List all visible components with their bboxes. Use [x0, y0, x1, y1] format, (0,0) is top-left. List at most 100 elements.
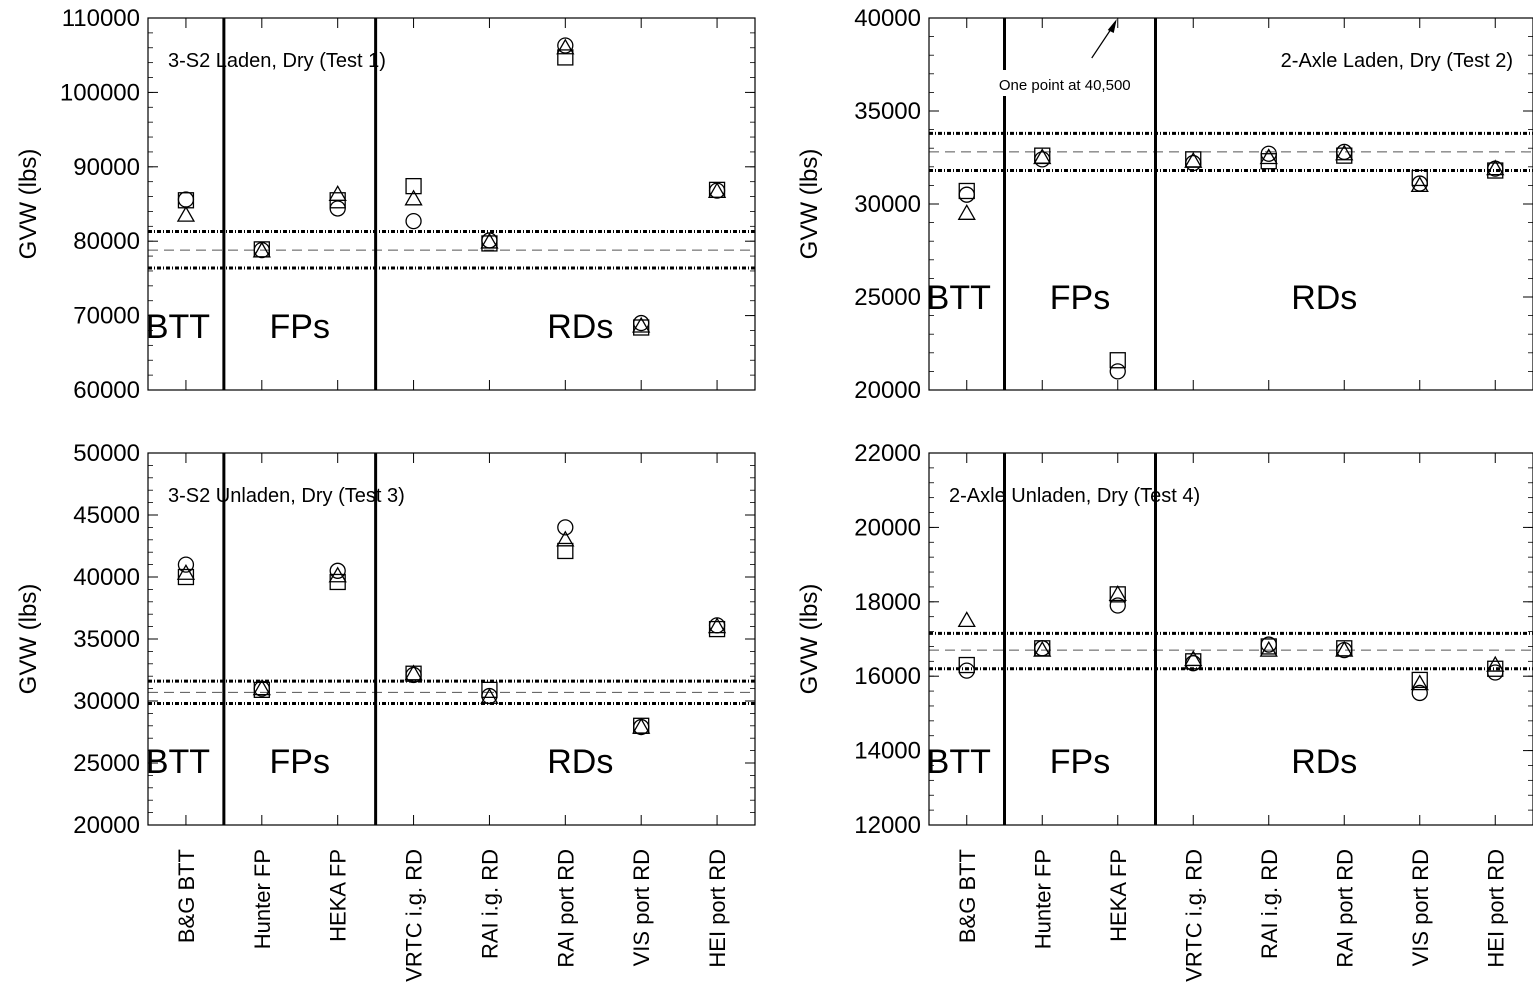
- y-tick-label: 80000: [73, 228, 140, 255]
- plot-frame: [928, 452, 1533, 826]
- data-point-square: [1185, 653, 1202, 670]
- y-tick-label: 110000: [62, 5, 140, 32]
- data-point-triangle: [556, 530, 575, 547]
- group-label-rds: RDs: [547, 308, 613, 346]
- group-label-btt: BTT: [146, 308, 210, 346]
- x-tick-label: Hunter FP: [1030, 849, 1055, 949]
- data-point-triangle: [328, 566, 347, 583]
- chart-panel-4: 12000 14000 16000 18000 20000 22000 BTT FPs RDs 2…: [796, 440, 1533, 982]
- plot-frame: [147, 17, 756, 391]
- data-point-triangle: [1033, 148, 1052, 165]
- data-point-triangle: [176, 205, 196, 222]
- data-point-triangle: [1033, 640, 1052, 657]
- data-point-square: [177, 568, 195, 586]
- x-tick-label: B&G BTT: [955, 849, 980, 943]
- chart-title: 2-Axle Unladen, Dry (Test 4): [949, 485, 1200, 507]
- y-tick-label: 45000: [73, 502, 140, 529]
- data-point-square: [1260, 638, 1277, 655]
- y-tick-label: 70000: [73, 303, 140, 330]
- data-point-circle: [405, 212, 422, 230]
- y-axis-label: GVW (lbs): [15, 584, 42, 695]
- data-point-square: [958, 656, 975, 674]
- y-tick-label: 12000: [854, 812, 921, 839]
- data-point-circle: [958, 186, 975, 203]
- data-point-triangle: [404, 189, 423, 206]
- chart-title: 3-S2 Laden, Dry (Test 1): [168, 50, 386, 72]
- data-point-circle: [1109, 597, 1126, 614]
- data-point-circle: [329, 562, 346, 579]
- x-tick-label: VIS port RD: [629, 849, 654, 966]
- chart-panel-2: 20000 25000 30000 35000 40000 BTT FPs RDs 2-Axle…: [796, 5, 1533, 404]
- data-point-triangle: [707, 182, 727, 199]
- x-tick-label: VRTC i.g. RD: [1181, 849, 1206, 982]
- y-tick-label: 35000: [73, 626, 140, 653]
- y-tick-label: 14000: [854, 738, 921, 765]
- data-point-triangle: [1108, 585, 1127, 602]
- x-tick-label: VIS port RD: [1408, 849, 1433, 966]
- data-point-triangle: [957, 611, 976, 628]
- chart-title: 2-Axle Laden, Dry (Test 2): [1281, 50, 1513, 72]
- plot-frame: [147, 452, 756, 826]
- y-tick-label: 18000: [854, 589, 921, 616]
- data-point-triangle: [556, 38, 575, 55]
- data-point-triangle: [1184, 151, 1203, 168]
- chart-panel-3: 20000 25000 30000 35000 40000 45000 50000 BTT FP…: [15, 440, 756, 982]
- data-point-triangle: [480, 232, 499, 249]
- y-tick-label: 50000: [73, 440, 140, 467]
- data-point-circle: [1109, 363, 1126, 380]
- group-label-rds: RDs: [547, 743, 613, 781]
- y-tick-label: 20000: [854, 514, 921, 541]
- x-tick-label: VRTC i.g. RD: [402, 849, 427, 982]
- annotation-text: One point at 40,500: [999, 77, 1131, 94]
- annotation-box: [980, 70, 1149, 96]
- group-label-btt: BTT: [146, 743, 210, 781]
- x-tick-label: RAI i.g. RD: [477, 849, 502, 959]
- y-tick-label: 40000: [73, 564, 140, 591]
- group-label-fps: FPs: [270, 743, 330, 781]
- data-point-circle: [557, 519, 574, 536]
- data-point-triangle: [252, 679, 271, 696]
- x-tick-label: RAI port RD: [553, 849, 578, 968]
- chart-panel-1: 60000 70000 80000 90000 100000 110000 BTT FPs RD…: [15, 5, 756, 404]
- data-point-triangle: [404, 664, 423, 681]
- group-label-fps: FPs: [270, 308, 330, 346]
- x-tick-label: HEI port RD: [705, 849, 730, 968]
- data-point-square: [557, 49, 574, 66]
- y-tick-label: 20000: [73, 812, 140, 839]
- y-axis-label: GVW (lbs): [796, 584, 823, 695]
- data-point-square: [481, 681, 498, 698]
- data-point-triangle: [1259, 640, 1278, 657]
- data-point-square: [1411, 671, 1428, 689]
- x-tick-label: B&G BTT: [174, 849, 199, 943]
- data-point-square: [253, 681, 270, 698]
- y-axis-label: GVW (lbs): [15, 149, 42, 260]
- data-point-circle: [708, 182, 726, 199]
- y-tick-label: 60000: [73, 377, 140, 404]
- data-point-triangle: [1184, 650, 1203, 667]
- data-point-triangle: [1259, 148, 1278, 165]
- data-point-square: [633, 319, 650, 336]
- data-point-square: [633, 717, 650, 734]
- y-axis-label: GVW (lbs): [796, 149, 823, 260]
- chart-title: 3-S2 Unladen, Dry (Test 3): [168, 485, 405, 507]
- data-point-triangle: [480, 687, 499, 704]
- data-point-circle: [557, 37, 574, 54]
- y-tick-label: 30000: [73, 688, 140, 715]
- data-point-triangle: [1335, 144, 1354, 161]
- data-point-triangle: [1410, 674, 1429, 691]
- annotation-arrowhead: [1107, 19, 1117, 33]
- data-point-square: [557, 542, 574, 560]
- y-tick-label: 40000: [854, 5, 921, 32]
- x-tick-label: Hunter FP: [250, 849, 275, 949]
- data-point-triangle: [632, 717, 651, 734]
- y-tick-label: 90000: [73, 154, 140, 181]
- x-tick-label: HEKA FP: [1106, 849, 1131, 942]
- data-point-triangle: [1486, 159, 1505, 176]
- data-point-square: [708, 620, 726, 638]
- data-point-triangle: [632, 316, 651, 333]
- data-point-square: [405, 177, 422, 195]
- x-tick-label: HEI port RD: [1483, 849, 1508, 968]
- data-point-square: [958, 182, 975, 200]
- data-point-square: [1487, 660, 1504, 677]
